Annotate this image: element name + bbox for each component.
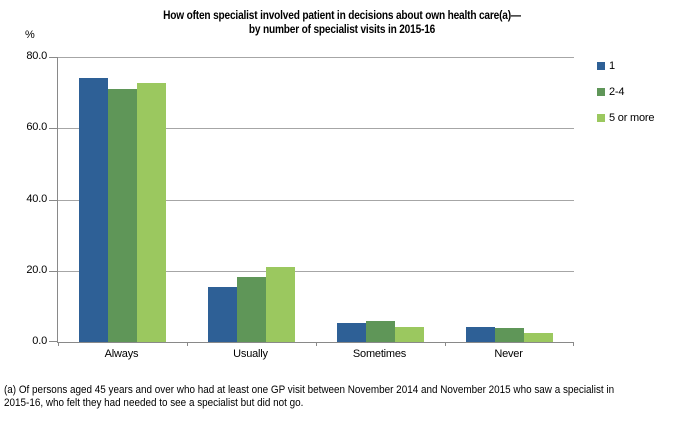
footnote: (a) Of persons aged 45 years and over wh…	[4, 384, 682, 410]
bar	[395, 327, 424, 342]
chart-title-line2: by number of specialist visits in 2015-1…	[248, 23, 436, 36]
bar	[366, 321, 395, 342]
legend-swatch	[597, 114, 605, 122]
legend-swatch	[597, 62, 605, 70]
legend-item: 5 or more	[597, 112, 654, 124]
legend-swatch	[597, 88, 605, 96]
chart-title-line1: How often specialist involved patient in…	[163, 10, 521, 22]
bar	[337, 323, 366, 342]
x-axis-category-label: Sometimes	[352, 348, 407, 360]
y-axis-tick	[49, 341, 57, 342]
y-axis-tick	[49, 128, 57, 130]
bar	[237, 277, 266, 342]
bar	[524, 333, 553, 342]
y-axis-tick	[49, 270, 57, 272]
legend-item: 2-4	[597, 86, 625, 98]
bar	[466, 327, 495, 342]
bar	[495, 328, 524, 342]
x-axis-category-label: Never	[494, 348, 523, 360]
footnote-line1: (a) Of persons aged 45 years and over wh…	[4, 384, 615, 396]
legend-label: 5 or more	[609, 112, 655, 124]
x-axis-tick	[316, 342, 317, 346]
gridline	[58, 199, 574, 201]
y-axis-tick-label: 40.0	[26, 192, 47, 205]
bar	[79, 78, 108, 342]
y-axis-tick-label: 80.0	[26, 50, 47, 62]
chart-title: How often specialist involved patient in…	[41, 10, 643, 37]
x-axis-category-label: Usually	[233, 348, 268, 360]
legend-item: 1	[597, 60, 615, 72]
gridline	[58, 128, 574, 130]
y-axis-tick-label: 20.0	[26, 263, 47, 276]
bar	[208, 287, 237, 342]
x-axis-tick	[445, 342, 446, 346]
plot-area	[49, 57, 574, 346]
y-axis-unit-label: %	[25, 29, 35, 41]
y-axis-tick	[49, 199, 57, 201]
x-axis-tick	[58, 342, 59, 346]
gridline	[58, 57, 574, 58]
x-axis-tick	[573, 342, 574, 346]
y-axis-tick-label: 0.0	[32, 335, 47, 347]
legend-label: 2-4	[609, 86, 625, 98]
footnote-line2: 2015-16, who felt they had needed to see…	[4, 397, 304, 409]
gridline	[58, 270, 574, 272]
bar	[108, 89, 137, 342]
y-axis-tick	[49, 57, 57, 58]
legend-label: 1	[609, 60, 615, 72]
x-axis-tick	[187, 342, 188, 346]
bar	[137, 83, 166, 342]
x-axis-category-label: Always	[104, 348, 139, 360]
bar	[266, 267, 295, 342]
y-axis-tick-label: 60.0	[26, 121, 47, 134]
